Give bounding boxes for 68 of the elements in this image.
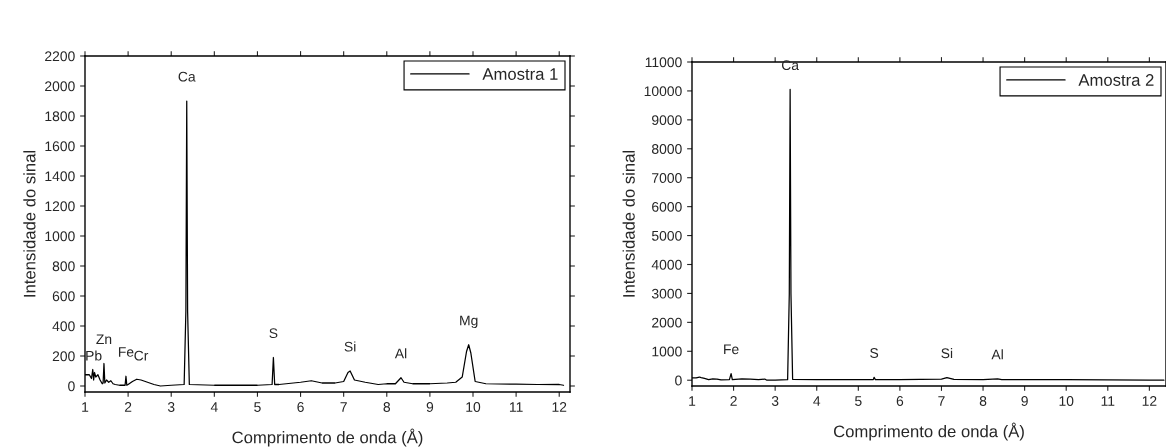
- x-tick-label: 7: [340, 402, 347, 412]
- y-tick-label: 11000: [645, 57, 682, 68]
- annotation: S: [269, 328, 278, 339]
- legend-label: Amostra 1: [482, 68, 558, 80]
- y-tick-label: 5000: [651, 230, 682, 241]
- annotation: Si: [941, 348, 953, 359]
- y-axis-title: Intensidade do sinal: [23, 150, 36, 297]
- annotation: Fe: [724, 344, 739, 355]
- legend-label: Amostra 2: [1078, 74, 1154, 86]
- x-tick-label: 4: [813, 396, 821, 406]
- x-tick-label: 6: [896, 396, 904, 406]
- y-tick-label: 600: [52, 291, 75, 302]
- y-tick-label: 9000: [652, 115, 682, 126]
- annotation: Fe: [118, 347, 134, 357]
- y-tick-label: 200: [52, 351, 75, 362]
- y-tick-label: 1600: [45, 141, 75, 152]
- annotation: Ca: [781, 60, 799, 71]
- x-tick-label: 5: [855, 396, 862, 406]
- y-tick-label: 10000: [644, 86, 682, 97]
- y-tick-label: 2200: [45, 51, 75, 62]
- y-tick-label: 0: [675, 375, 682, 386]
- annotation: S: [870, 348, 879, 358]
- x-tick-label: 12: [1142, 396, 1157, 406]
- x-tick-label: 11: [1101, 396, 1115, 406]
- x-tick-label: 8: [383, 402, 391, 412]
- x-tick-label: 1: [82, 402, 89, 412]
- annotation: Ca: [178, 71, 196, 82]
- x-axis-title: Comprimento de onda (Å): [833, 422, 1024, 441]
- x-tick-label: 2: [730, 396, 737, 406]
- y-tick-label: 7000: [652, 173, 682, 183]
- x-tick-label: 9: [1021, 396, 1028, 406]
- y-tick-label: 1000: [652, 346, 682, 357]
- x-tick-label: 4: [210, 402, 218, 412]
- y-tick-label: 800: [52, 261, 75, 272]
- y-tick-label: 2000: [45, 81, 75, 92]
- y-tick-label: 6000: [652, 201, 682, 212]
- y-tick-label: 1200: [45, 201, 75, 212]
- annotation: Al: [394, 348, 407, 359]
- x-tick-label: 11: [509, 402, 523, 412]
- annotation: Zn: [96, 334, 112, 344]
- y-axis-title: Intensidade do sinal: [622, 150, 635, 297]
- y-tick-label: 1400: [45, 171, 75, 182]
- x-tick-label: 5: [254, 402, 261, 412]
- y-tick-label: 3000: [651, 288, 682, 299]
- annotation: Pb: [86, 350, 102, 361]
- x-tick-label: 10: [466, 402, 481, 412]
- x-tick-label: 9: [426, 402, 434, 412]
- x-tick-label: 12: [552, 402, 567, 412]
- x-tick-label: 8: [979, 396, 987, 406]
- x-axis-title: Comprimento de onda (Å): [232, 428, 423, 447]
- y-tick-label: 1000: [45, 231, 75, 242]
- annotation: Si: [344, 341, 356, 352]
- y-tick-label: 8000: [651, 144, 682, 154]
- y-tick-label: 0: [68, 381, 75, 392]
- x-tick-label: 1: [689, 396, 696, 406]
- annotation: Al: [991, 349, 1003, 360]
- y-tick-label: 400: [52, 321, 75, 332]
- x-tick-label: 2: [124, 402, 132, 412]
- x-tick-label: 3: [771, 396, 779, 406]
- annotation: Cr: [134, 350, 149, 361]
- annotation: Mg: [460, 315, 478, 329]
- y-tick-label: 4000: [651, 259, 682, 270]
- x-tick-label: 6: [297, 402, 304, 412]
- x-tick-label: 10: [1059, 396, 1074, 406]
- y-tick-label: 2000: [652, 317, 682, 328]
- x-tick-label: 7: [938, 396, 945, 406]
- y-tick-label: 1800: [45, 111, 75, 122]
- x-tick-label: 3: [167, 402, 175, 412]
